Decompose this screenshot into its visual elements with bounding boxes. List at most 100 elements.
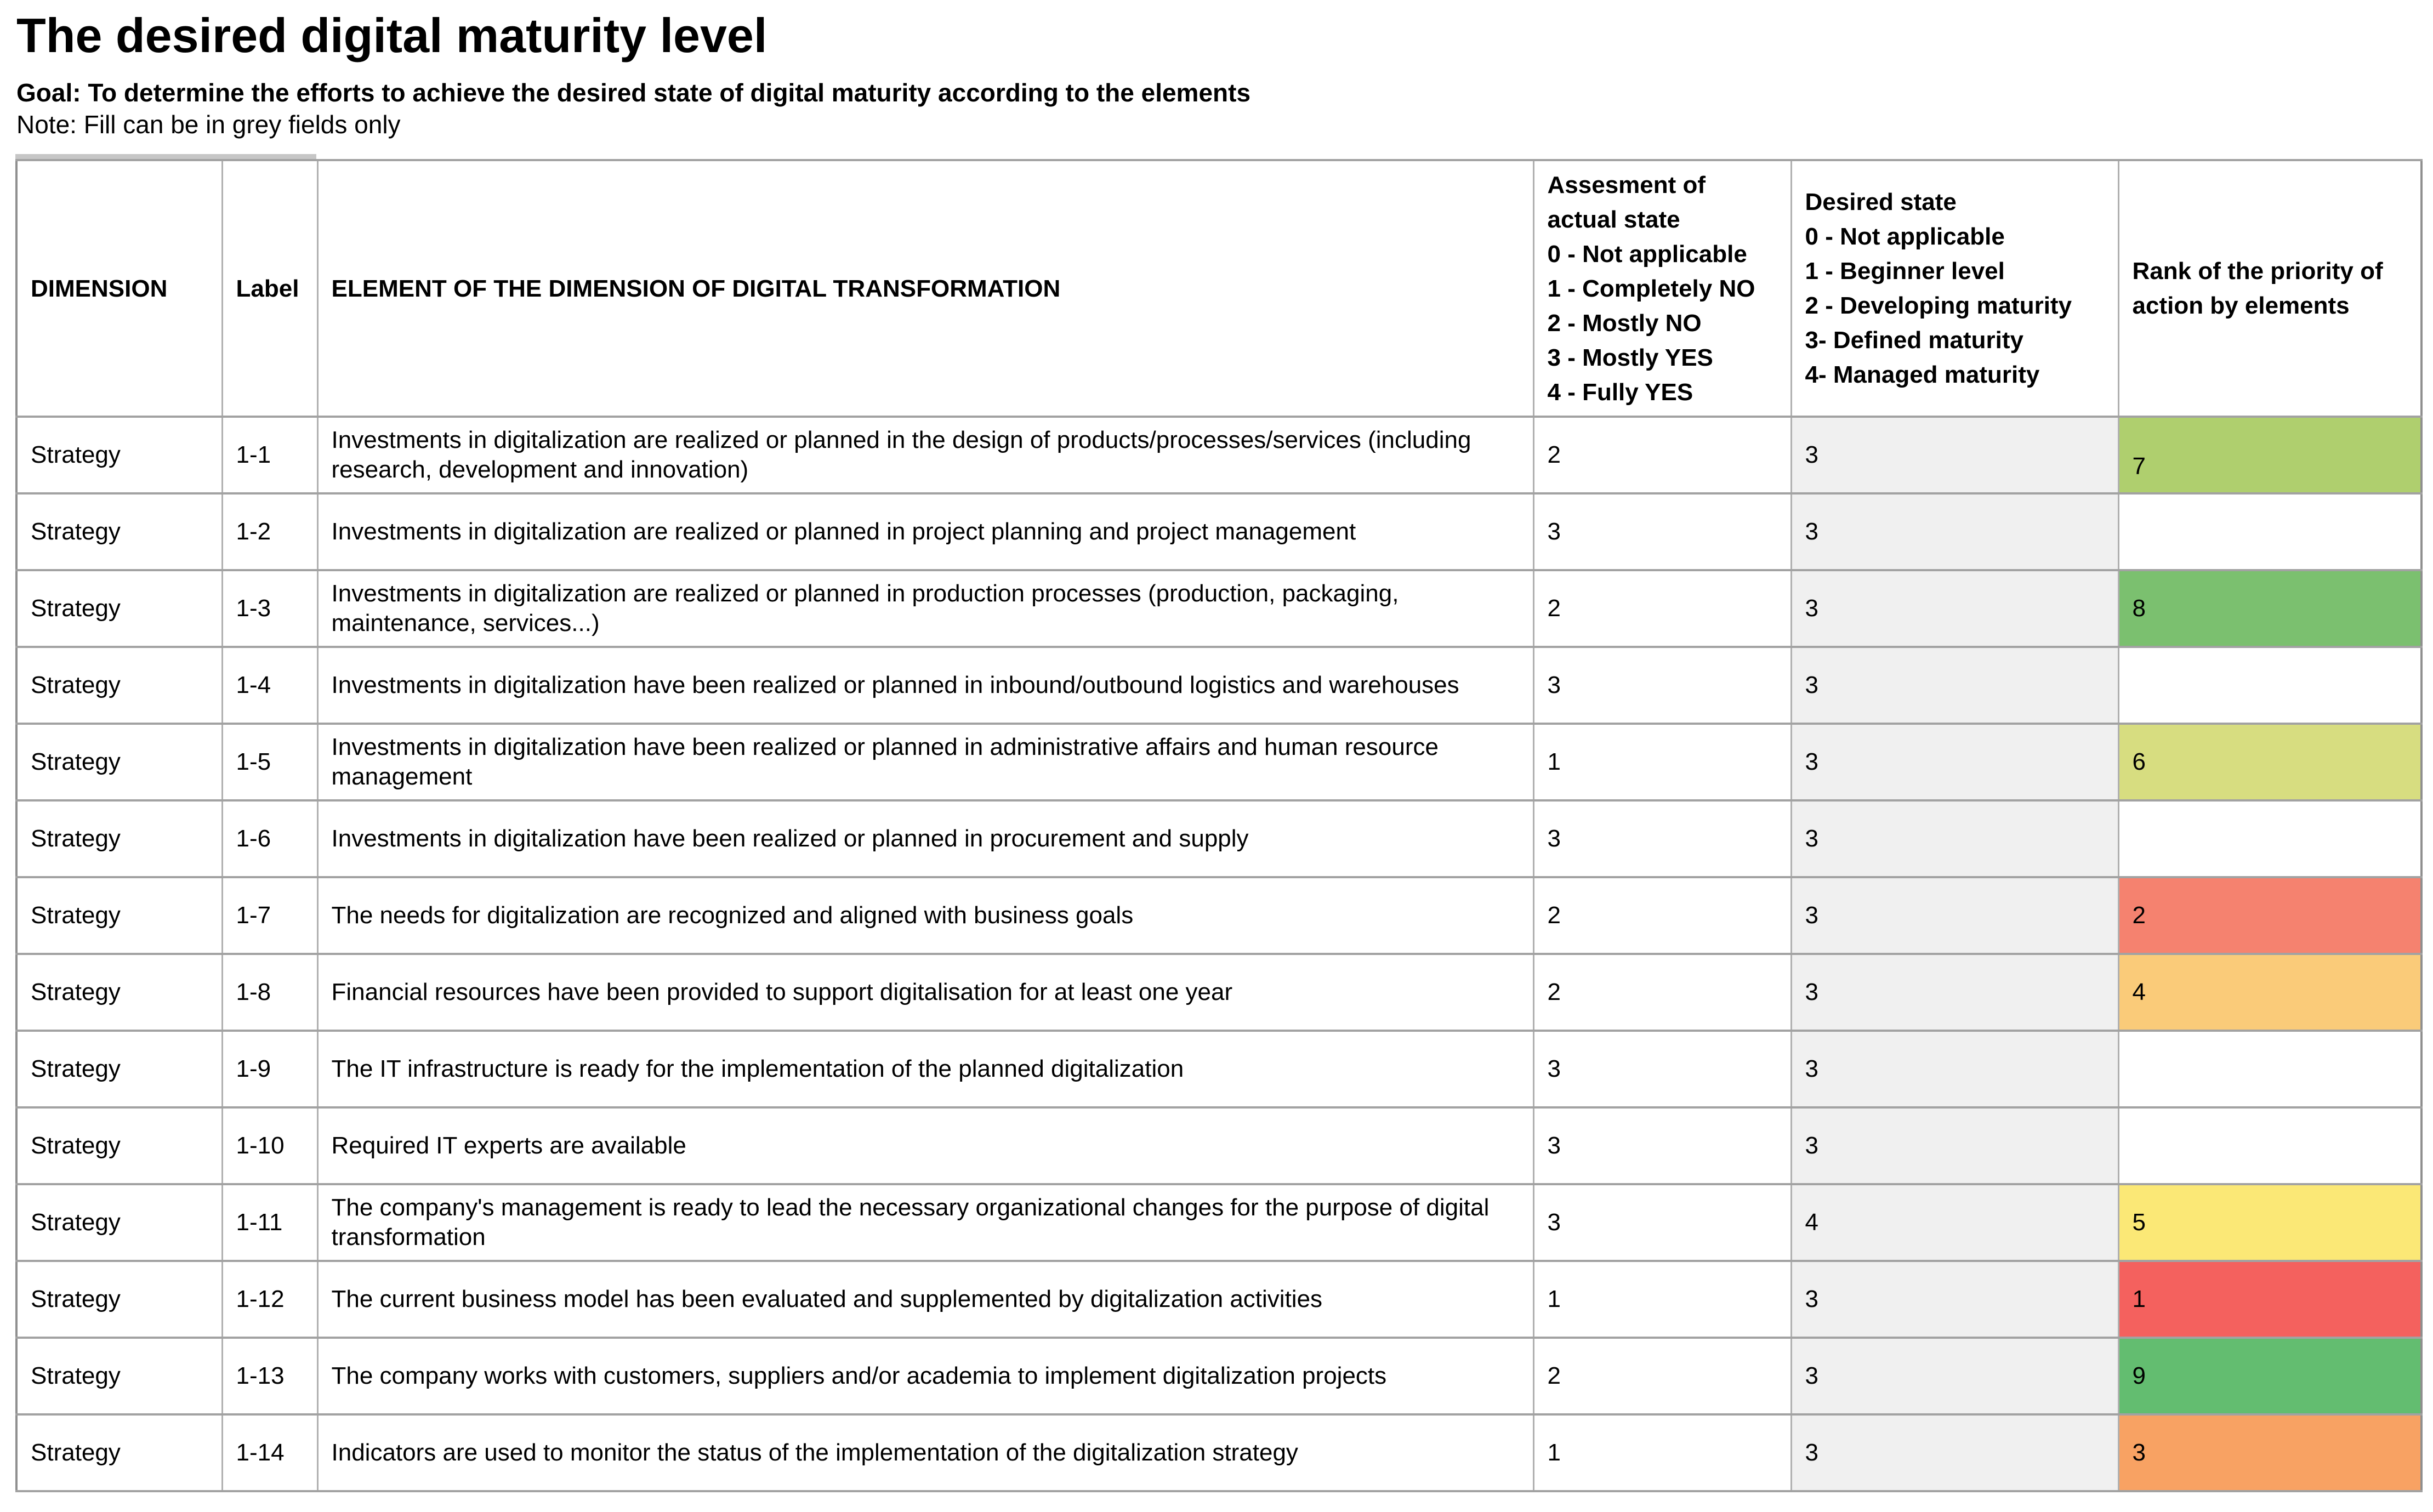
actual-state-cell: 3 [1532, 492, 1792, 571]
header-label: Label [221, 159, 319, 418]
desired-state-cell[interactable]: 3 [1790, 799, 2119, 878]
actual-state-cell: 2 [1532, 416, 1792, 494]
table-header-row: DIMENSION Label ELEMENT OF THE DIMENSION… [15, 159, 2423, 418]
actual-state-cell: 1 [1532, 1260, 1792, 1339]
actual-state-cell: 3 [1532, 1106, 1792, 1185]
rank-cell [2117, 799, 2423, 878]
actual-state-cell: 1 [1532, 1413, 1792, 1492]
dimension-cell: Strategy [15, 646, 223, 725]
rank-cell: 7 [2117, 416, 2423, 494]
goal-text: Goal: To determine the efforts to achiev… [16, 78, 1251, 107]
table-row: Strategy 1-3 Investments in digitalizati… [15, 569, 2423, 648]
rank-cell: 4 [2117, 953, 2423, 1032]
actual-state-cell: 3 [1532, 799, 1792, 878]
label-cell: 1-10 [221, 1106, 319, 1185]
header-dimension: DIMENSION [15, 159, 223, 418]
element-cell: Investments in digitalization are realiz… [316, 492, 1534, 571]
element-cell: The company works with customers, suppli… [316, 1337, 1534, 1416]
label-cell: 1-9 [221, 1030, 319, 1109]
element-cell: Investments in digitalization have been … [316, 723, 1534, 802]
label-cell: 1-13 [221, 1337, 319, 1416]
table-top-shadow [15, 154, 316, 160]
dimension-cell: Strategy [15, 1183, 223, 1262]
table-row: Strategy 1-14 Indicators are used to mon… [15, 1413, 2423, 1492]
actual-state-cell: 3 [1532, 646, 1792, 725]
table-row: Strategy 1-7 The needs for digitalizatio… [15, 876, 2423, 955]
actual-state-cell: 3 [1532, 1030, 1792, 1109]
rank-cell: 9 [2117, 1337, 2423, 1416]
dimension-cell: Strategy [15, 416, 223, 494]
label-cell: 1-7 [221, 876, 319, 955]
table-row: Strategy 1-9 The IT infrastructure is re… [15, 1030, 2423, 1109]
dimension-cell: Strategy [15, 876, 223, 955]
table-row: Strategy 1-5 Investments in digitalizati… [15, 723, 2423, 802]
desired-state-cell[interactable]: 3 [1790, 723, 2119, 802]
actual-state-cell: 2 [1532, 953, 1792, 1032]
actual-state-cell: 2 [1532, 876, 1792, 955]
desired-state-cell[interactable]: 3 [1790, 876, 2119, 955]
label-cell: 1-2 [221, 492, 319, 571]
desired-state-cell[interactable]: 3 [1790, 1030, 2119, 1109]
dimension-cell: Strategy [15, 1337, 223, 1416]
dimension-cell: Strategy [15, 723, 223, 802]
desired-state-cell[interactable]: 3 [1790, 953, 2119, 1032]
element-cell: Financial resources have been provided t… [316, 953, 1534, 1032]
element-cell: The current business model has been eval… [316, 1260, 1534, 1339]
rank-cell: 8 [2117, 569, 2423, 648]
maturity-table: DIMENSION Label ELEMENT OF THE DIMENSION… [15, 159, 2423, 1492]
desired-state-cell[interactable]: 3 [1790, 569, 2119, 648]
header-element: ELEMENT OF THE DIMENSION OF DIGITAL TRAN… [316, 159, 1534, 418]
rank-cell [2117, 1030, 2423, 1109]
table-row: Strategy 1-1 Investments in digitalizati… [15, 416, 2423, 494]
element-cell: Investments in digitalization are realiz… [316, 569, 1534, 648]
table-row: Strategy 1-2 Investments in digitalizati… [15, 492, 2423, 571]
rank-cell: 6 [2117, 723, 2423, 802]
element-cell: Investments in digitalization have been … [316, 646, 1534, 725]
table-row: Strategy 1-10 Required IT experts are av… [15, 1106, 2423, 1185]
desired-state-cell[interactable]: 3 [1790, 1413, 2119, 1492]
header-desired-state: Desired state 0 - Not applicable 1 - Begin… [1790, 159, 2119, 418]
dimension-cell: Strategy [15, 492, 223, 571]
dimension-cell: Strategy [15, 1260, 223, 1339]
label-cell: 1-14 [221, 1413, 319, 1492]
table-row: Strategy 1-8 Financial resources have be… [15, 953, 2423, 1032]
actual-state-cell: 2 [1532, 1337, 1792, 1416]
desired-state-cell[interactable]: 3 [1790, 1260, 2119, 1339]
label-cell: 1-5 [221, 723, 319, 802]
table-row: Strategy 1-13 The company works with cus… [15, 1337, 2423, 1416]
desired-state-cell[interactable]: 3 [1790, 492, 2119, 571]
desired-state-cell[interactable]: 3 [1790, 1106, 2119, 1185]
rank-cell: 3 [2117, 1413, 2423, 1492]
table-row: Strategy 1-11 The company's management i… [15, 1183, 2423, 1262]
rank-cell: 5 [2117, 1183, 2423, 1262]
actual-state-cell: 1 [1532, 723, 1792, 802]
rank-cell [2117, 646, 2423, 725]
note-text: Note: Fill can be in grey fields only [16, 110, 401, 139]
header-rank: Rank of the priority of action by elemen… [2117, 159, 2423, 418]
element-cell: Indicators are used to monitor the statu… [316, 1413, 1534, 1492]
dimension-cell: Strategy [15, 569, 223, 648]
dimension-cell: Strategy [15, 953, 223, 1032]
rank-cell: 1 [2117, 1260, 2423, 1339]
desired-state-cell[interactable]: 4 [1790, 1183, 2119, 1262]
table-row: Strategy 1-6 Investments in digitalizati… [15, 799, 2423, 878]
table-row: Strategy 1-4 Investments in digitalizati… [15, 646, 2423, 725]
label-cell: 1-6 [221, 799, 319, 878]
element-cell: Investments in digitalization have been … [316, 799, 1534, 878]
element-cell: Required IT experts are available [316, 1106, 1534, 1185]
rank-cell: 2 [2117, 876, 2423, 955]
label-cell: 1-11 [221, 1183, 319, 1262]
rank-cell [2117, 492, 2423, 571]
dimension-cell: Strategy [15, 799, 223, 878]
desired-state-cell[interactable]: 3 [1790, 646, 2119, 725]
actual-state-cell: 3 [1532, 1183, 1792, 1262]
element-cell: The IT infrastructure is ready for the i… [316, 1030, 1534, 1109]
actual-state-cell: 2 [1532, 569, 1792, 648]
dimension-cell: Strategy [15, 1413, 223, 1492]
page-title: The desired digital maturity level [16, 8, 768, 62]
label-cell: 1-12 [221, 1260, 319, 1339]
desired-state-cell[interactable]: 3 [1790, 1337, 2119, 1416]
desired-state-cell[interactable]: 3 [1790, 416, 2119, 494]
dimension-cell: Strategy [15, 1030, 223, 1109]
label-cell: 1-1 [221, 416, 319, 494]
